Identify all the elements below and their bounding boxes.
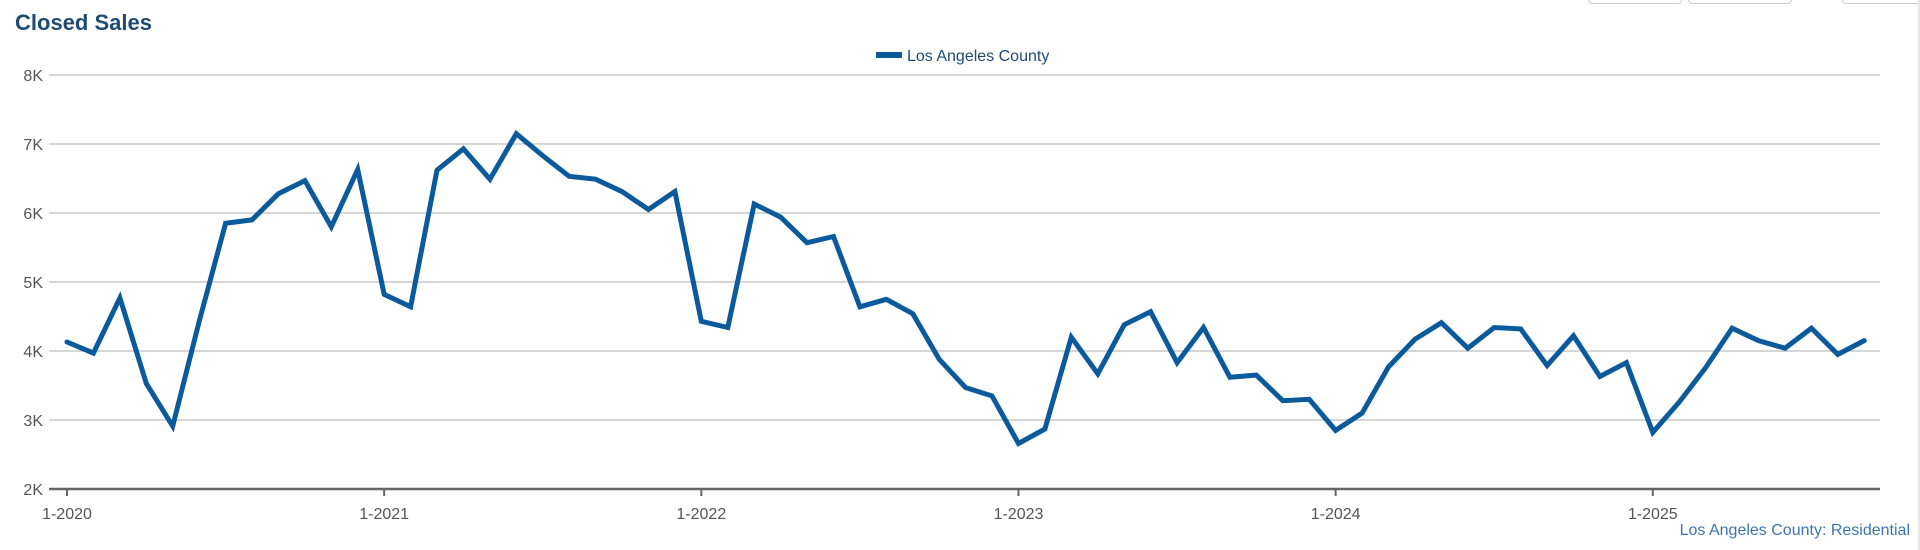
data-point[interactable] xyxy=(566,173,572,179)
data-point[interactable] xyxy=(302,178,308,184)
y-tick-label: 7K xyxy=(23,137,43,154)
data-point[interactable] xyxy=(249,217,255,223)
data-point[interactable] xyxy=(381,291,387,297)
data-point[interactable] xyxy=(1676,399,1682,405)
data-point[interactable] xyxy=(619,189,625,195)
data-point[interactable] xyxy=(1835,351,1841,357)
y-tick-label: 6K xyxy=(23,206,43,223)
data-point[interactable] xyxy=(1227,374,1233,380)
y-tick-label: 3K xyxy=(23,413,43,430)
data-point[interactable] xyxy=(1650,429,1656,435)
chart-title: Closed Sales xyxy=(15,10,152,35)
data-point[interactable] xyxy=(487,176,493,182)
toolbar-button[interactable] xyxy=(1842,0,1920,4)
x-tick-label: 1-2023 xyxy=(994,506,1044,523)
series-line-los-angeles-county[interactable] xyxy=(64,129,1867,447)
data-point[interactable] xyxy=(196,318,202,324)
x-tick-label: 1-2025 xyxy=(1628,506,1678,523)
data-point[interactable] xyxy=(698,318,704,324)
data-point[interactable] xyxy=(1597,374,1603,380)
data-point[interactable] xyxy=(645,207,651,213)
legend[interactable]: Los Angeles County xyxy=(876,48,1049,65)
data-point[interactable] xyxy=(540,153,546,159)
data-point[interactable] xyxy=(989,393,995,399)
data-point[interactable] xyxy=(170,423,176,429)
data-point[interactable] xyxy=(936,356,942,362)
data-point[interactable] xyxy=(1121,322,1127,328)
gridlines xyxy=(49,74,1880,421)
data-point[interactable] xyxy=(1544,362,1550,368)
data-point[interactable] xyxy=(1095,371,1101,377)
legend-swatch xyxy=(876,52,902,58)
y-tick-label: 2K xyxy=(23,482,43,499)
data-point[interactable] xyxy=(1808,325,1814,331)
data-point[interactable] xyxy=(1306,396,1312,402)
data-point[interactable] xyxy=(725,325,731,331)
data-point[interactable] xyxy=(1148,309,1154,315)
panel-border xyxy=(1918,0,1920,550)
legend-label: Los Angeles County xyxy=(907,48,1049,65)
data-point[interactable] xyxy=(1703,365,1709,371)
data-point[interactable] xyxy=(1015,440,1021,446)
data-point[interactable] xyxy=(1253,372,1259,378)
data-point[interactable] xyxy=(223,220,229,226)
data-point[interactable] xyxy=(1359,410,1365,416)
data-point[interactable] xyxy=(1623,360,1629,366)
data-point[interactable] xyxy=(1200,325,1206,331)
data-point[interactable] xyxy=(593,176,599,182)
data-point[interactable] xyxy=(328,224,334,230)
data-point[interactable] xyxy=(275,191,281,197)
y-tick-label: 8K xyxy=(23,68,43,85)
data-point[interactable] xyxy=(1518,326,1524,332)
data-point[interactable] xyxy=(1571,333,1577,339)
data-point[interactable] xyxy=(910,311,916,317)
data-point[interactable] xyxy=(1068,334,1074,340)
data-point[interactable] xyxy=(1386,364,1392,370)
data-point[interactable] xyxy=(1280,398,1286,404)
data-point[interactable] xyxy=(883,296,889,302)
data-point[interactable] xyxy=(460,146,466,152)
data-point[interactable] xyxy=(117,295,123,301)
data-point[interactable] xyxy=(1782,345,1788,351)
data-point[interactable] xyxy=(963,385,969,391)
data-point[interactable] xyxy=(143,380,149,386)
x-tick-label: 1-2021 xyxy=(359,506,409,523)
data-point[interactable] xyxy=(778,214,784,220)
data-point[interactable] xyxy=(1491,325,1497,331)
data-point[interactable] xyxy=(1729,325,1735,331)
data-point[interactable] xyxy=(1861,338,1867,344)
data-point[interactable] xyxy=(830,233,836,239)
data-point[interactable] xyxy=(90,350,96,356)
data-point[interactable] xyxy=(672,189,678,195)
data-point[interactable] xyxy=(408,304,414,310)
series-lines xyxy=(64,129,1867,447)
x-tick-label: 1-2020 xyxy=(42,506,92,523)
data-point[interactable] xyxy=(1042,426,1048,432)
data-point[interactable] xyxy=(857,304,863,310)
data-point[interactable] xyxy=(1465,345,1471,351)
data-point[interactable] xyxy=(804,240,810,246)
data-point[interactable] xyxy=(355,167,361,173)
data-point[interactable] xyxy=(64,339,70,345)
y-axis: 2K 3K 4K 5K 6K 7K 8K xyxy=(23,68,43,499)
x-axis: 1-2020 1-2021 1-2022 1-2023 1-2024 1-2025 xyxy=(42,487,1880,523)
data-point[interactable] xyxy=(513,131,519,137)
data-point[interactable] xyxy=(1333,427,1339,433)
data-point[interactable] xyxy=(751,201,757,207)
data-point[interactable] xyxy=(1412,336,1418,342)
source-note: Los Angeles County: Residential xyxy=(1679,522,1910,539)
x-tick-label: 1-2022 xyxy=(676,506,726,523)
y-tick-label: 4K xyxy=(23,344,43,361)
data-point[interactable] xyxy=(1174,360,1180,366)
y-tick-label: 5K xyxy=(23,275,43,292)
data-point[interactable] xyxy=(1756,338,1762,344)
data-point[interactable] xyxy=(434,167,440,173)
data-point[interactable] xyxy=(1438,320,1444,326)
x-tick-label: 1-2024 xyxy=(1311,506,1361,523)
